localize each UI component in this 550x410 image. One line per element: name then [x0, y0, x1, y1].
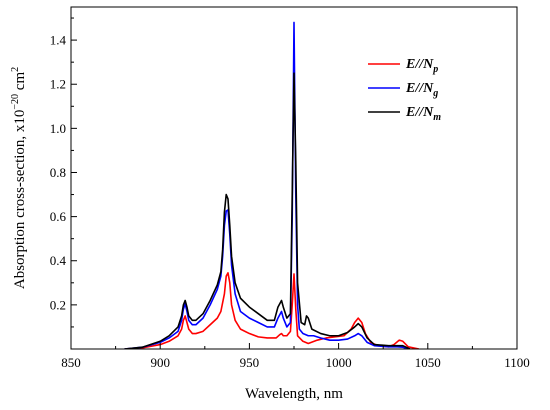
y-tick-label: 0.8 — [50, 165, 66, 180]
legend-label-p: E//Np — [405, 57, 438, 75]
legend-label-sub: g — [432, 88, 438, 99]
x-tick-label: 900 — [150, 355, 170, 370]
y-tick-label: 1.2 — [50, 77, 66, 92]
y-tick-label: 0.6 — [50, 209, 67, 224]
y-axis-title-unit: cm — [12, 72, 28, 94]
x-tick-label: 1000 — [326, 355, 352, 370]
legend-label-base: E//N — [405, 105, 434, 120]
y-axis-title-main: Absorption cross-section, x10 — [12, 110, 28, 290]
x-tick-label: 850 — [61, 355, 81, 370]
x-tick-label: 950 — [240, 355, 260, 370]
y-tick-label: 1.0 — [50, 121, 66, 136]
series-line-p — [124, 272, 420, 349]
y-tick-label: 0.2 — [50, 297, 66, 312]
legend-label-base: E//N — [405, 57, 434, 72]
legend-label-sub: m — [433, 112, 441, 123]
y-axis-title-exp1: −20 — [10, 94, 21, 110]
x-tick-label: 1100 — [504, 355, 530, 370]
y-tick-label: 1.4 — [50, 33, 67, 48]
series-line-g — [124, 21, 411, 349]
series-line-m — [124, 72, 411, 349]
x-tick-label: 1050 — [415, 355, 441, 370]
y-axis: 0.2 0.4 0.6 0.8 1.0 1.2 1.4 — [50, 17, 77, 328]
legend-label-sub: p — [432, 64, 438, 75]
y-tick-label: 0.4 — [50, 253, 67, 268]
y-axis-title: Absorption cross-section, x10−20 cm2 — [10, 67, 28, 289]
legend-label-m: E//Nm — [405, 105, 441, 123]
legend-label-base: E//N — [405, 81, 434, 96]
x-axis-title: Wavelength, nm — [245, 386, 343, 402]
legend: E//NpE//NgE//Nm — [368, 57, 441, 123]
legend-label-g: E//Ng — [405, 81, 438, 99]
y-axis-title-exp2: 2 — [10, 67, 21, 72]
x-axis: 850 900 950 1000 1050 1100 — [61, 343, 530, 370]
